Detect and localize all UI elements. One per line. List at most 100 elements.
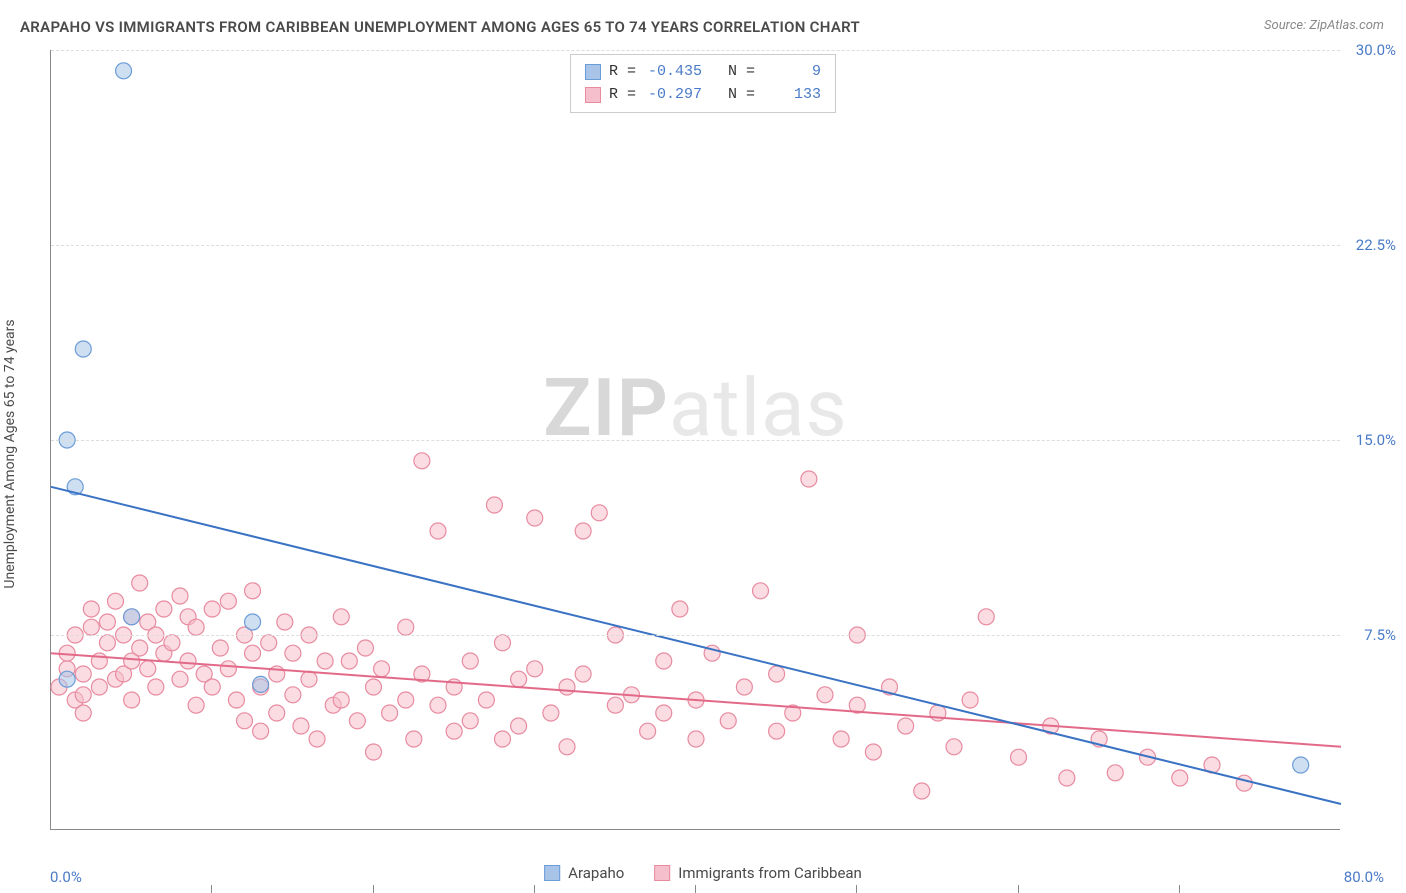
data-point xyxy=(245,583,261,599)
data-point xyxy=(833,731,849,747)
data-point xyxy=(962,692,978,708)
r-label: R = xyxy=(609,61,636,84)
data-point xyxy=(91,679,107,695)
source-attribution: Source: ZipAtlas.com xyxy=(1264,18,1384,33)
data-point xyxy=(478,692,494,708)
data-point xyxy=(366,679,382,695)
data-point xyxy=(817,687,833,703)
data-point xyxy=(720,713,736,729)
data-point xyxy=(398,619,414,635)
swatch-caribbean xyxy=(585,87,601,103)
data-point xyxy=(333,609,349,625)
data-point xyxy=(269,705,285,721)
data-point xyxy=(495,635,511,651)
data-point xyxy=(108,593,124,609)
data-point xyxy=(204,601,220,617)
data-point xyxy=(188,697,204,713)
legend-swatch-caribbean xyxy=(654,865,670,881)
data-point xyxy=(99,614,115,630)
data-point xyxy=(237,713,253,729)
data-point xyxy=(245,645,261,661)
data-point xyxy=(374,661,390,677)
corr-row-caribbean: R = -0.297 N = 133 xyxy=(585,84,821,107)
data-point xyxy=(116,63,132,79)
data-point xyxy=(75,341,91,357)
data-point xyxy=(978,609,994,625)
data-point xyxy=(656,653,672,669)
corr-row-arapaho: R = -0.435 N = 9 xyxy=(585,61,821,84)
data-point xyxy=(124,692,140,708)
data-point xyxy=(495,731,511,747)
data-point xyxy=(285,687,301,703)
grid-line xyxy=(51,245,1340,246)
data-point xyxy=(253,676,269,692)
data-point xyxy=(228,692,244,708)
legend-label-caribbean: Immigrants from Caribbean xyxy=(678,864,862,882)
data-point xyxy=(511,718,527,734)
data-point xyxy=(349,713,365,729)
data-point xyxy=(75,666,91,682)
data-point xyxy=(1293,757,1309,773)
data-point xyxy=(357,640,373,656)
data-point xyxy=(245,614,261,630)
data-point xyxy=(543,705,559,721)
plot-area: ZIPatlas xyxy=(50,50,1340,830)
data-point xyxy=(172,671,188,687)
grid-line xyxy=(51,50,1340,51)
legend-label-arapaho: Arapaho xyxy=(568,864,624,882)
data-point xyxy=(261,635,277,651)
data-point xyxy=(382,705,398,721)
n-value-arapaho: 9 xyxy=(763,61,821,84)
data-point xyxy=(769,723,785,739)
data-point xyxy=(1236,775,1252,791)
data-point xyxy=(220,661,236,677)
data-point xyxy=(656,705,672,721)
data-point xyxy=(406,731,422,747)
data-point xyxy=(688,731,704,747)
legend-item-caribbean: Immigrants from Caribbean xyxy=(654,864,862,882)
data-point xyxy=(277,614,293,630)
data-point xyxy=(1172,770,1188,786)
data-point xyxy=(220,593,236,609)
data-point xyxy=(446,723,462,739)
data-point xyxy=(148,679,164,695)
data-point xyxy=(1059,770,1075,786)
data-point xyxy=(1107,765,1123,781)
y-tick-label: 7.5% xyxy=(1364,626,1396,644)
data-point xyxy=(462,713,478,729)
data-point xyxy=(301,671,317,687)
data-point xyxy=(486,497,502,513)
data-point xyxy=(83,601,99,617)
data-point xyxy=(188,619,204,635)
data-point xyxy=(769,666,785,682)
data-point xyxy=(414,453,430,469)
data-point xyxy=(398,692,414,708)
data-point xyxy=(736,679,752,695)
data-point xyxy=(341,653,357,669)
data-point xyxy=(253,723,269,739)
data-point xyxy=(575,523,591,539)
grid-line xyxy=(51,635,1340,636)
data-point xyxy=(946,739,962,755)
r-value-caribbean: -0.297 xyxy=(644,84,702,107)
y-axis-label: Unemployment Among Ages 65 to 74 years xyxy=(2,319,18,588)
data-point xyxy=(914,783,930,799)
data-point xyxy=(591,505,607,521)
data-point xyxy=(309,731,325,747)
x-max-label: 80.0% xyxy=(1344,868,1384,886)
data-point xyxy=(1011,749,1027,765)
data-point xyxy=(527,661,543,677)
correlation-stats-box: R = -0.435 N = 9 R = -0.297 N = 133 xyxy=(570,54,836,113)
data-point xyxy=(156,601,172,617)
x-min-label: 0.0% xyxy=(50,868,82,886)
data-point xyxy=(898,718,914,734)
r-value-arapaho: -0.435 xyxy=(644,61,702,84)
data-point xyxy=(317,653,333,669)
data-point xyxy=(559,739,575,755)
swatch-arapaho xyxy=(585,64,601,80)
data-point xyxy=(511,671,527,687)
y-tick-label: 22.5% xyxy=(1356,236,1396,254)
data-point xyxy=(366,744,382,760)
n-value-caribbean: 133 xyxy=(763,84,821,107)
data-point xyxy=(462,653,478,669)
